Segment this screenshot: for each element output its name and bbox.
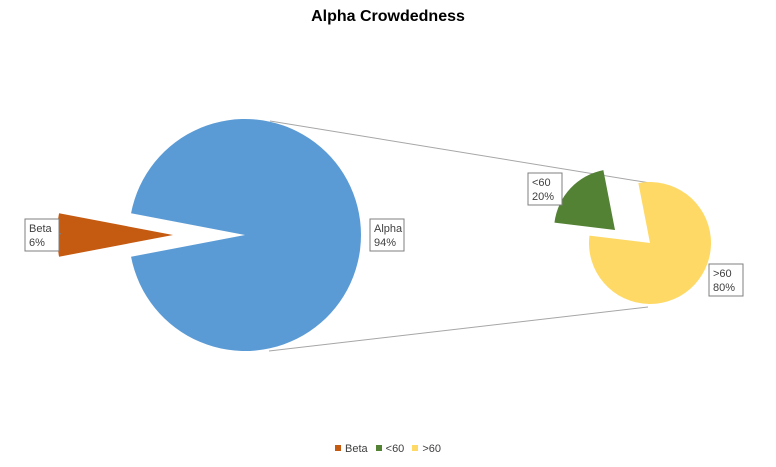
- legend-label: >60: [422, 443, 441, 455]
- slice-gt60: [588, 181, 711, 304]
- leader-line-beta: [58, 232, 62, 235]
- label-alpha-name: Alpha: [374, 223, 403, 235]
- legend-swatch: [335, 445, 341, 451]
- legend-item-gt60: >60: [412, 443, 441, 455]
- legend-swatch: [412, 445, 419, 451]
- label-gt60-percent: 80%: [713, 282, 735, 294]
- slice-beta: [56, 213, 173, 257]
- slice-alpha: [131, 118, 361, 351]
- label-beta-percent: 6%: [29, 237, 45, 249]
- label-lt60-box: [527, 172, 563, 206]
- legend-item-lt60: <60: [375, 443, 405, 455]
- label-beta-box: [24, 218, 60, 252]
- chart-title: Alpha Crowdedness: [311, 8, 465, 25]
- legend: Beta <60 >60: [0, 443, 776, 455]
- label-gt60-box: [708, 263, 744, 297]
- legend-label: Beta: [345, 443, 368, 455]
- legend-label: <60: [385, 443, 405, 455]
- label-lt60-percent: 20%: [532, 191, 554, 203]
- label-gt60-name: >60: [713, 268, 732, 280]
- connector-line-bottom: [268, 306, 649, 352]
- slice-lt60: [554, 170, 615, 230]
- label-alpha-percent: 94%: [374, 237, 396, 249]
- label-alpha-box: [369, 218, 405, 252]
- connector-line-top: [269, 120, 651, 184]
- legend-swatch: [375, 445, 382, 451]
- label-lt60-name: <60: [532, 177, 551, 189]
- legend-item-beta: Beta: [335, 443, 368, 455]
- label-beta-name: Beta: [29, 223, 53, 235]
